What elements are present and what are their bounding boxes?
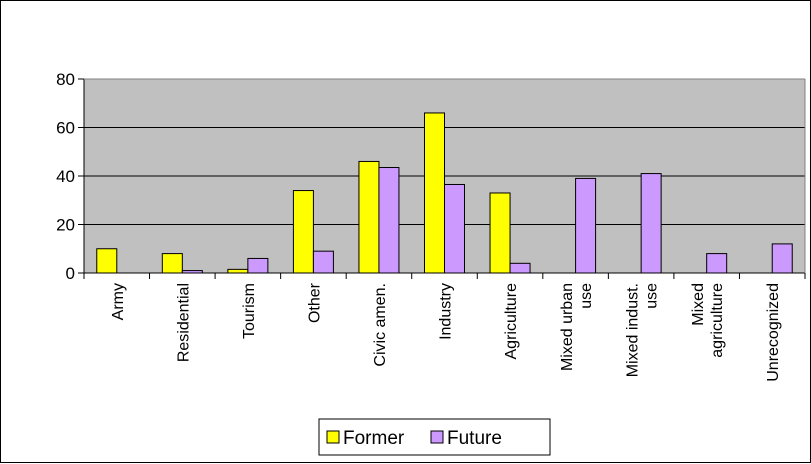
bar-future [640, 173, 662, 274]
axes [83, 78, 806, 279]
x-axis-labels: Army Residential Tourism Other Civic amen. In… [110, 282, 782, 381]
x-category-label: Residential [175, 283, 192, 362]
x-category-label: Army [110, 283, 127, 320]
x-category-label: Mixed urban [559, 283, 576, 371]
bar-future [378, 167, 400, 274]
legend: Former Future [318, 418, 551, 456]
bar-former [489, 192, 511, 274]
x-category-label: agriculture [709, 283, 726, 358]
bar-former [96, 248, 118, 274]
bar-future [247, 257, 269, 274]
x-category-label: Unrecognized [765, 283, 782, 382]
bars [96, 112, 793, 274]
bar-former [292, 190, 314, 274]
bar-future [575, 177, 597, 274]
x-category-label: Civic amen. [372, 283, 389, 367]
bar-future [771, 243, 793, 274]
y-axis-ticks: 0 20 40 60 80 [56, 70, 84, 283]
legend-swatch-future [430, 430, 444, 444]
bar-future [312, 250, 334, 274]
bar-former [424, 112, 445, 274]
y-tick-label: 0 [66, 264, 75, 283]
bar-former [161, 253, 183, 274]
y-tick-label: 60 [56, 119, 75, 138]
legend-label-future: Future [447, 428, 502, 449]
legend-label-former: Former [343, 428, 405, 449]
bar-future [706, 253, 728, 274]
x-category-label: Agriculture [503, 283, 520, 360]
x-category-label: Other [306, 282, 323, 323]
x-category-label: Mixed [690, 283, 707, 326]
bar-future [509, 262, 531, 274]
x-category-label: use [644, 283, 661, 309]
y-tick-label: 80 [56, 70, 75, 89]
legend-swatch-former [326, 430, 340, 444]
x-category-label: Industry [438, 283, 455, 340]
bar-former [358, 160, 380, 274]
bar-former [227, 268, 249, 274]
y-tick-label: 40 [56, 167, 75, 186]
y-tick-label: 20 [56, 216, 75, 235]
x-category-label: Tourism [241, 283, 258, 339]
bar-future [444, 183, 465, 274]
x-category-label: Mixed indust. [625, 283, 642, 377]
x-category-label: use [578, 283, 595, 309]
